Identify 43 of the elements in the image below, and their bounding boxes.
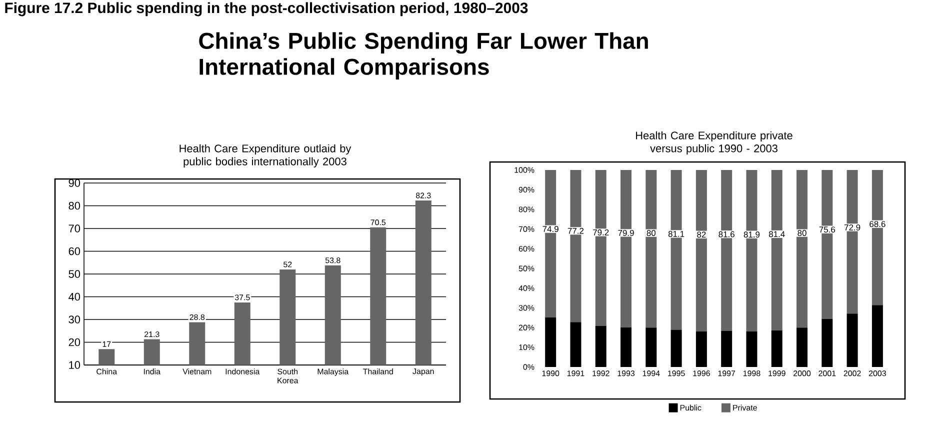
chart-title: Health Care Expenditure outlaid by public bodies internationally 2003: [180, 144, 352, 168]
data-label: 81.6: [718, 231, 734, 238]
bar: [696, 170, 707, 332]
bar: [846, 314, 858, 367]
bar: [796, 170, 808, 328]
data-label: 79.2: [593, 229, 609, 236]
bar: [822, 318, 833, 367]
y-tick-label: 70: [68, 224, 80, 232]
y-tick-label: 10: [69, 361, 80, 369]
data-label: 77.2: [568, 228, 584, 234]
data-label: 72.9: [844, 224, 860, 230]
bar: [872, 305, 883, 367]
y-tick-label: 80: [68, 202, 80, 210]
bar: [670, 330, 682, 367]
text: China’s Public Spending Far Lower Than International Comparisons: [199, 32, 648, 80]
data-label: 74.9: [542, 226, 558, 232]
bar: [696, 332, 707, 367]
y-tick-label: 30: [68, 316, 80, 324]
y-tick-label: 20: [68, 338, 80, 346]
bar: [771, 330, 782, 367]
data-label: 75.6: [819, 226, 836, 233]
bar: [646, 170, 657, 328]
y-tick-label: 50: [68, 270, 80, 278]
bar: [721, 330, 732, 367]
bar: [620, 327, 632, 367]
data-label: 79.9: [618, 230, 634, 236]
bar: [646, 328, 657, 367]
data-label: 81.4: [769, 231, 785, 238]
caption: Figure 17.2 Public spending in the post-collectivisation period, 1980–2003: [5, 2, 528, 16]
data-label: 80: [646, 230, 656, 236]
y-tick-label: 40: [68, 292, 80, 301]
bar: [746, 331, 758, 367]
y-tick-label: 60: [68, 247, 80, 256]
data-label: 81.1: [668, 230, 684, 237]
bar: [570, 322, 582, 367]
bar: [595, 326, 606, 367]
data-label: 68.6: [870, 221, 886, 228]
bar: [545, 318, 556, 367]
data-label: 80: [798, 230, 806, 236]
data-label: 81.9: [744, 232, 760, 238]
data-label: 82: [697, 232, 706, 238]
bar: [796, 328, 808, 367]
chart-title: Health Care Expenditure private versus public 1990 - 2003: [636, 131, 792, 154]
